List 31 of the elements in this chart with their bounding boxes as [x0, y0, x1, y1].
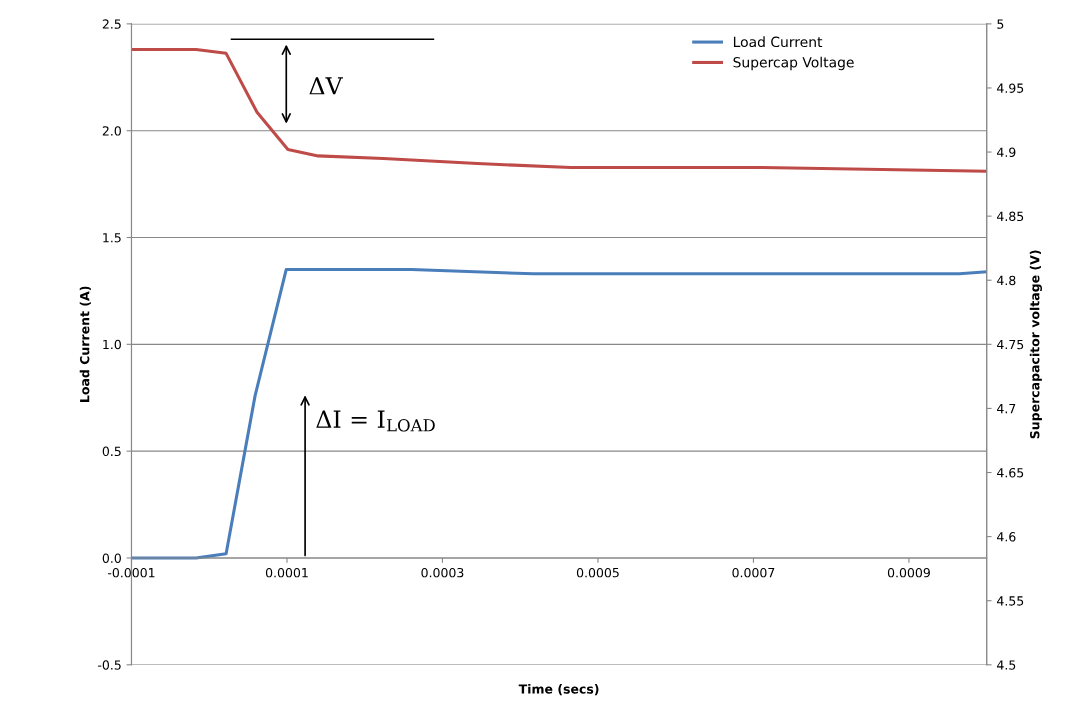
- annotation: ΔI = I$_{LOAD}$: [316, 410, 435, 432]
- x-tick-label: -0.0001: [107, 567, 155, 578]
- x-tick-label: 0.0003: [421, 567, 464, 578]
- y2-axis-title: Supercapacitor voltage (V): [1029, 250, 1042, 439]
- y2-tick-label: 4.5: [997, 660, 1016, 670]
- y2-tick-label: 4.55: [997, 596, 1024, 606]
- x-tick-label: 0.0009: [887, 567, 930, 578]
- x-tick-label: 0.0005: [576, 567, 619, 578]
- y-tick-label: 0.5: [102, 446, 121, 457]
- y2-tick-label: 4.75: [997, 339, 1024, 350]
- y2-tick-label: 5: [997, 19, 1004, 29]
- y2-tick-label: 4.95: [997, 83, 1024, 93]
- x-tick-label: 0.0001: [265, 567, 308, 578]
- y-tick-label: 2.0: [102, 126, 121, 136]
- x-tick-label: 0.0007: [732, 567, 775, 578]
- legend-label: Supercap Voltage: [733, 56, 854, 71]
- legend-label: Load Current: [733, 36, 823, 48]
- y-tick-label: 1.0: [103, 339, 121, 350]
- y2-tick-label: 4.7: [997, 404, 1016, 414]
- y2-tick-label: 4.85: [997, 211, 1024, 222]
- y2-tick-label: 4.9: [997, 147, 1016, 157]
- y2-tick-label: 4.6: [997, 532, 1016, 542]
- y-tick-label: 2.5: [102, 19, 121, 29]
- y-tick-label: 1.5: [103, 233, 121, 243]
- y-tick-label: -0.5: [97, 660, 121, 670]
- x-axis-title: Time (secs): [518, 684, 599, 696]
- annotation: ΔV: [309, 77, 343, 95]
- y2-tick-label: 4.8: [997, 275, 1016, 286]
- y-axis-title: Load Current (A): [79, 286, 91, 402]
- y-tick-label: 0.0: [102, 553, 121, 563]
- y2-tick-label: 4.65: [997, 467, 1024, 478]
